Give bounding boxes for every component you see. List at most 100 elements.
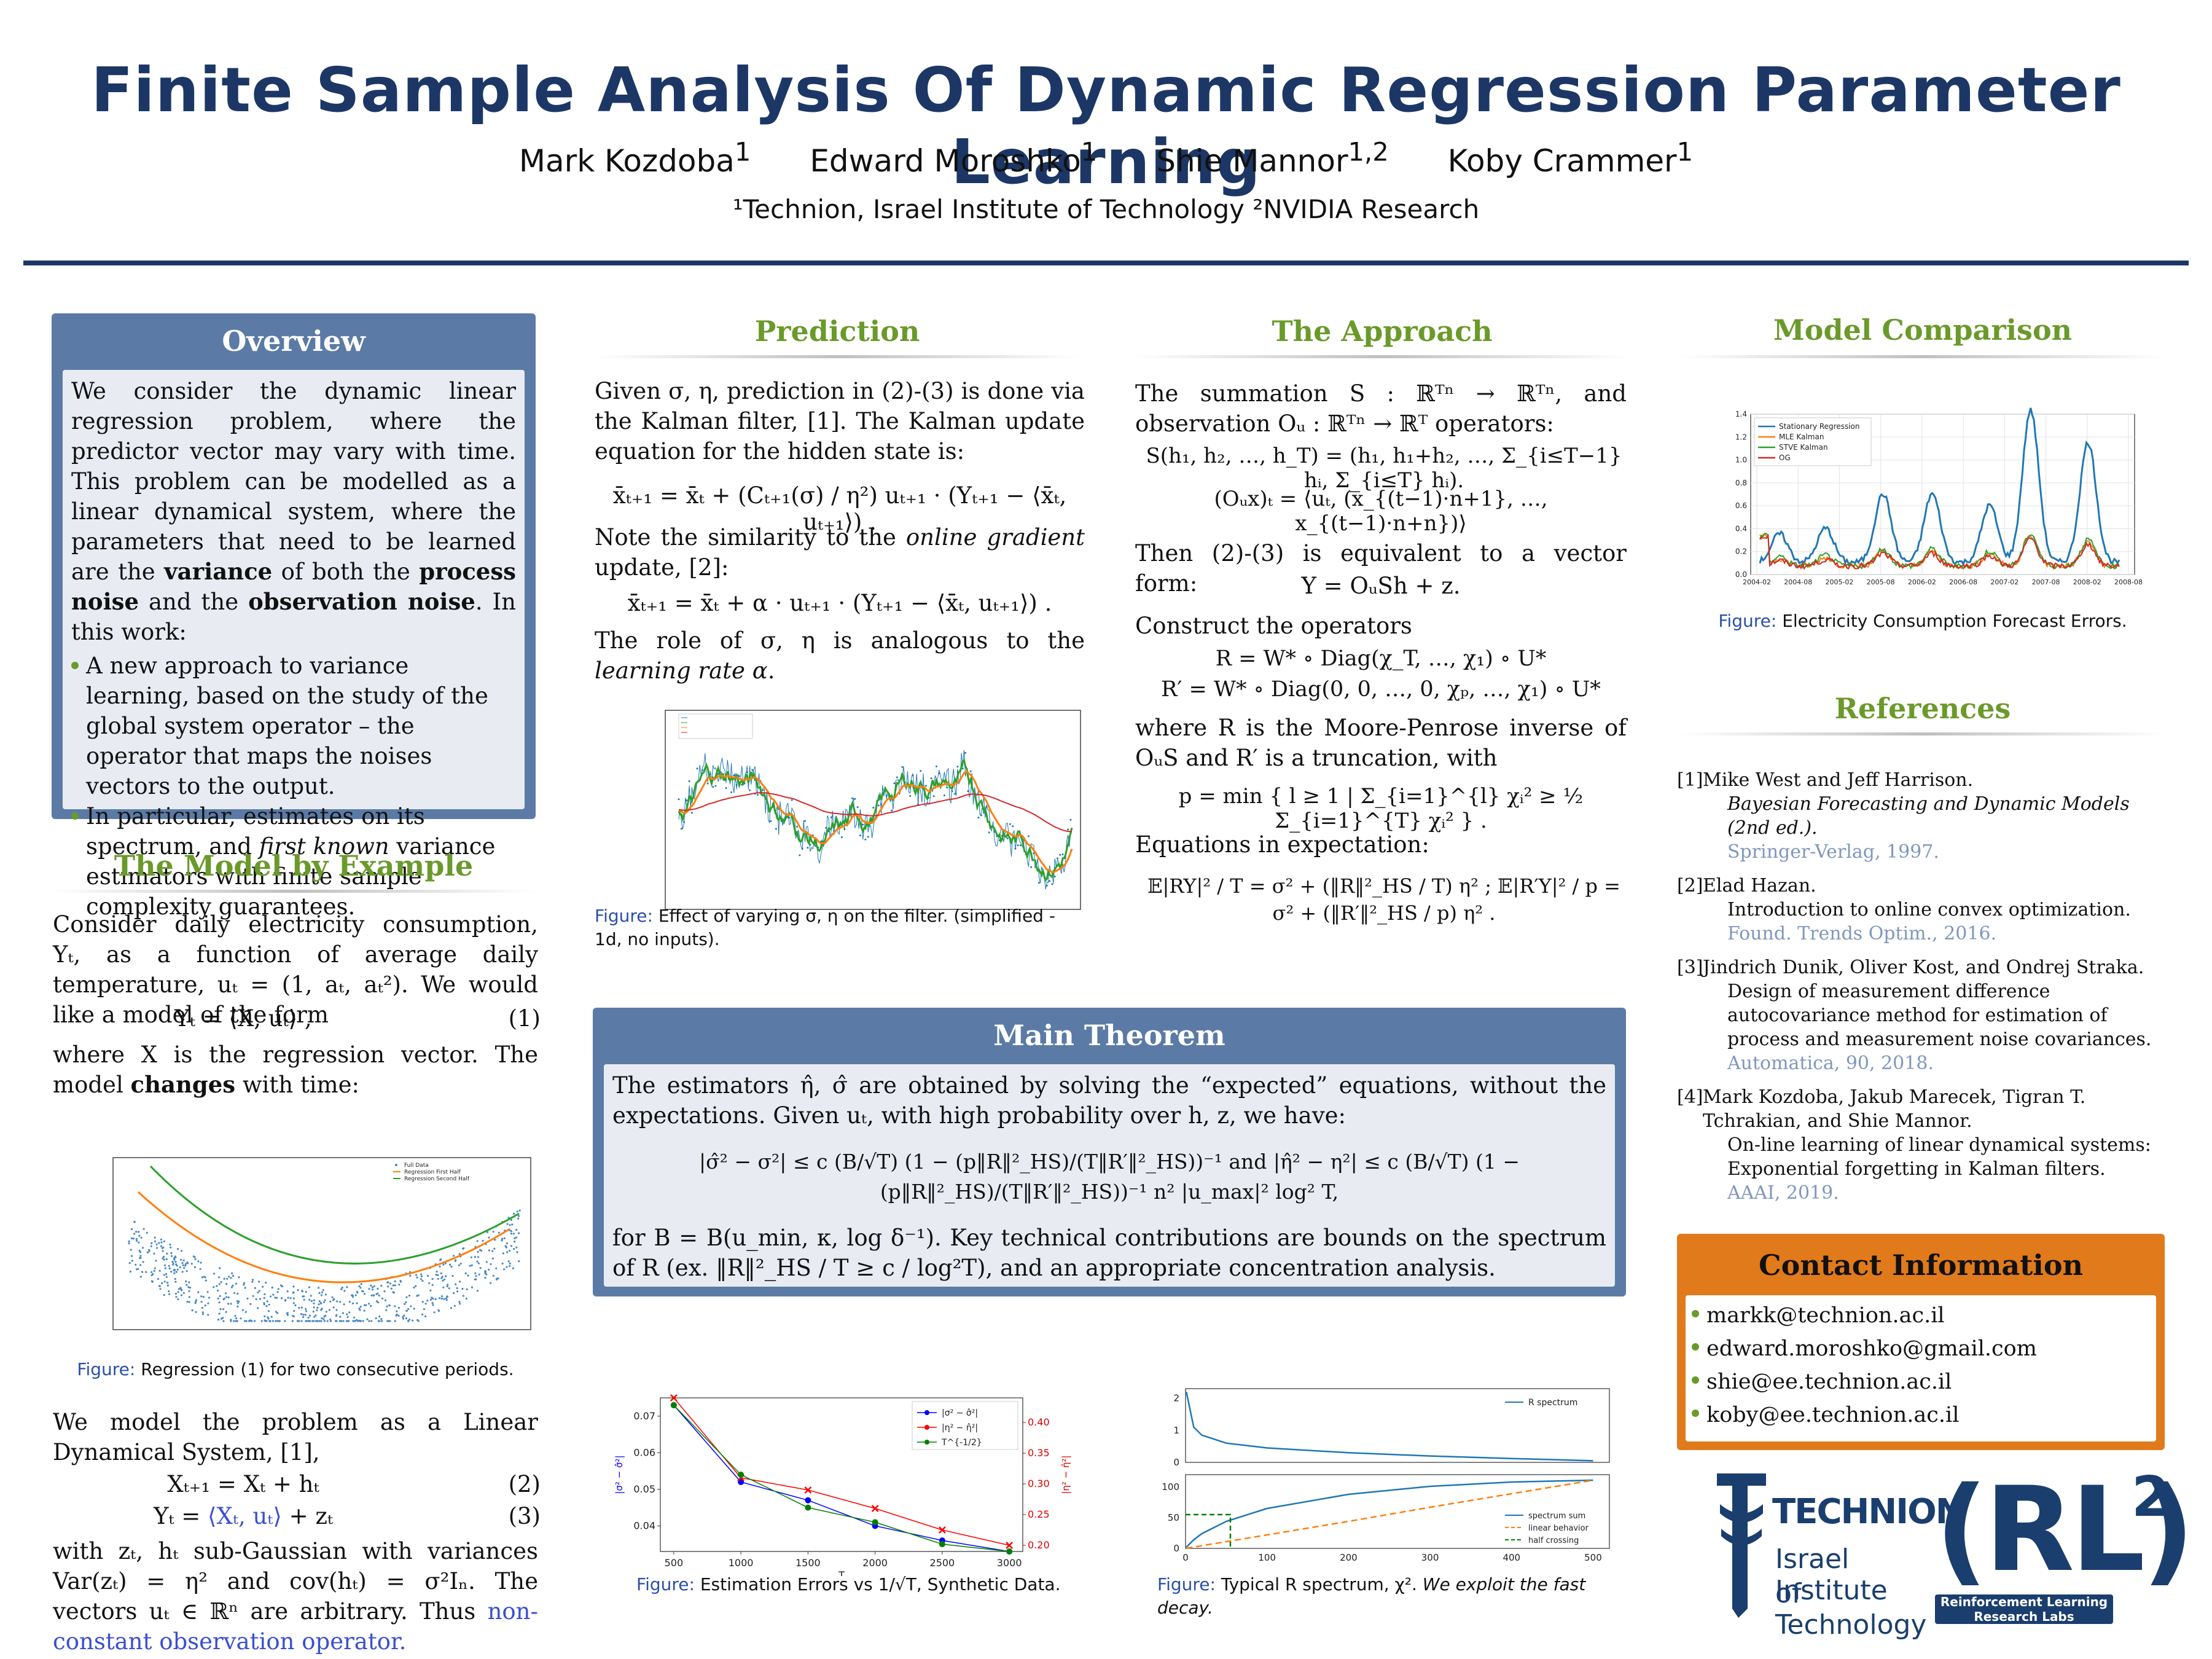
scatter-point bbox=[186, 1301, 189, 1303]
scatter-point bbox=[426, 1300, 429, 1302]
scatter-point bbox=[157, 1277, 160, 1281]
scatter-point bbox=[488, 1236, 490, 1239]
scatter-point bbox=[518, 1260, 520, 1263]
scatter-point bbox=[217, 1319, 220, 1321]
scatter-point bbox=[165, 1273, 168, 1275]
observation-point bbox=[864, 838, 867, 841]
scatter-point bbox=[244, 1287, 246, 1289]
data-point bbox=[1006, 1542, 1014, 1549]
scatter-point bbox=[313, 1302, 315, 1304]
scatter-point bbox=[380, 1284, 383, 1287]
scatter-point bbox=[407, 1308, 410, 1311]
scatter-point bbox=[260, 1320, 263, 1322]
scatter-point bbox=[417, 1294, 420, 1296]
scatter-point bbox=[140, 1236, 143, 1239]
contact-email[interactable]: koby@ee.technion.ac.il bbox=[1692, 1398, 2150, 1432]
scatter-point bbox=[413, 1308, 415, 1310]
reference-source: AAAI, 2019. bbox=[1727, 1182, 1839, 1204]
scatter-point bbox=[194, 1258, 197, 1260]
observation-point bbox=[1012, 825, 1014, 828]
x-tick-label: 3000 bbox=[997, 1557, 1022, 1569]
scatter-point bbox=[331, 1296, 334, 1298]
scatter-point bbox=[170, 1252, 173, 1255]
y-axis-label-right: |η² − η̂²| bbox=[1060, 1455, 1071, 1494]
affiliations: ¹Technion, Israel Institute of Technolog… bbox=[732, 194, 1480, 224]
y-tick-label: 0.0 bbox=[1735, 570, 1747, 579]
scatter-point bbox=[469, 1265, 471, 1267]
scatter-point bbox=[446, 1285, 448, 1288]
scatter-point bbox=[265, 1305, 268, 1308]
observation-point bbox=[954, 793, 956, 795]
scatter-point bbox=[265, 1320, 268, 1322]
scatter-point bbox=[512, 1267, 514, 1269]
scatter-point bbox=[492, 1230, 494, 1233]
scatter-point bbox=[171, 1255, 173, 1257]
scatter-point bbox=[128, 1240, 130, 1242]
scatter-point bbox=[158, 1242, 160, 1244]
scatter-point bbox=[263, 1302, 265, 1304]
scatter-point bbox=[474, 1278, 476, 1281]
scatter-point bbox=[146, 1231, 148, 1234]
scatter-point bbox=[448, 1287, 450, 1290]
scatter-point bbox=[330, 1320, 332, 1322]
scatter-point bbox=[272, 1293, 275, 1296]
y-tick-label-left: 0.05 bbox=[633, 1483, 655, 1495]
scatter-point bbox=[321, 1291, 324, 1293]
scatter-point bbox=[220, 1317, 223, 1320]
scatter-point bbox=[153, 1269, 155, 1272]
scatter-point bbox=[510, 1233, 512, 1235]
spectrum-figure: 0 1 2 R spectrum 0 50 100 0 100 200 300 400 500 spect… bbox=[1155, 1382, 1628, 1579]
scatter-point bbox=[154, 1236, 156, 1239]
scatter-point bbox=[514, 1241, 516, 1243]
observation-point bbox=[891, 809, 893, 812]
y-tick-label-right: 0.30 bbox=[1028, 1478, 1050, 1489]
scatter-point bbox=[510, 1245, 513, 1247]
prediction-intro: Given σ, η, prediction in (2)-(3) is don… bbox=[595, 378, 1085, 465]
scatter-point bbox=[509, 1262, 512, 1265]
contact-email[interactable]: shie@ee.technion.ac.il bbox=[1692, 1365, 2150, 1398]
scatter-point bbox=[176, 1268, 179, 1271]
observation-point bbox=[1057, 857, 1058, 860]
scatter-point bbox=[509, 1265, 511, 1267]
scatter-point bbox=[171, 1260, 174, 1263]
scatter-point bbox=[270, 1316, 273, 1318]
contact-email[interactable]: edward.moroshko@gmail.com bbox=[1692, 1332, 2150, 1365]
scatter-point bbox=[380, 1318, 383, 1320]
plot-frame bbox=[1185, 1388, 1610, 1463]
observation-point bbox=[932, 795, 935, 798]
scatter-point bbox=[501, 1262, 504, 1265]
scatter-point bbox=[289, 1297, 292, 1300]
scatter-point bbox=[342, 1320, 345, 1322]
data-point bbox=[939, 1541, 945, 1548]
scatter-point bbox=[197, 1291, 200, 1293]
contact-email[interactable]: markk@technion.ac.il bbox=[1692, 1299, 2150, 1332]
technion-subtitle: Israel Institute bbox=[1775, 1543, 1888, 1606]
main-theorem-box: Main Theorem The estimators η̂, σ̂ are o… bbox=[593, 1008, 1626, 1296]
reference-title: Introduction to online convex optimizati… bbox=[1727, 899, 2131, 920]
observation-point bbox=[872, 807, 875, 809]
scatter-point bbox=[276, 1296, 278, 1299]
scatter-point bbox=[292, 1297, 295, 1300]
reference-source: Found. Trends Optim., 2016. bbox=[1727, 923, 1997, 944]
scatter-point bbox=[506, 1251, 509, 1253]
equation-1: Yₜ = ⟨X, uₜ⟩ , bbox=[174, 1005, 312, 1032]
observation-point bbox=[709, 773, 711, 775]
scatter-point bbox=[428, 1282, 431, 1284]
y-tick-label: 1.2 bbox=[1735, 433, 1747, 441]
scatter-point bbox=[249, 1303, 252, 1305]
scatter-point bbox=[450, 1265, 453, 1268]
reference-authors: Elad Hazan. bbox=[1703, 875, 1816, 896]
scatter-point bbox=[213, 1286, 215, 1288]
scatter-point bbox=[137, 1268, 139, 1270]
scatter-point bbox=[467, 1274, 469, 1277]
scatter-point bbox=[263, 1296, 265, 1299]
scatter-point bbox=[488, 1249, 490, 1252]
scatter-point bbox=[490, 1282, 492, 1284]
scatter-point bbox=[204, 1304, 206, 1307]
scatter-point bbox=[506, 1242, 509, 1245]
scatter-point bbox=[225, 1296, 228, 1298]
scatter-point bbox=[318, 1300, 321, 1303]
data-point bbox=[939, 1526, 946, 1534]
scatter-point bbox=[130, 1249, 132, 1251]
observation-point bbox=[843, 828, 846, 830]
